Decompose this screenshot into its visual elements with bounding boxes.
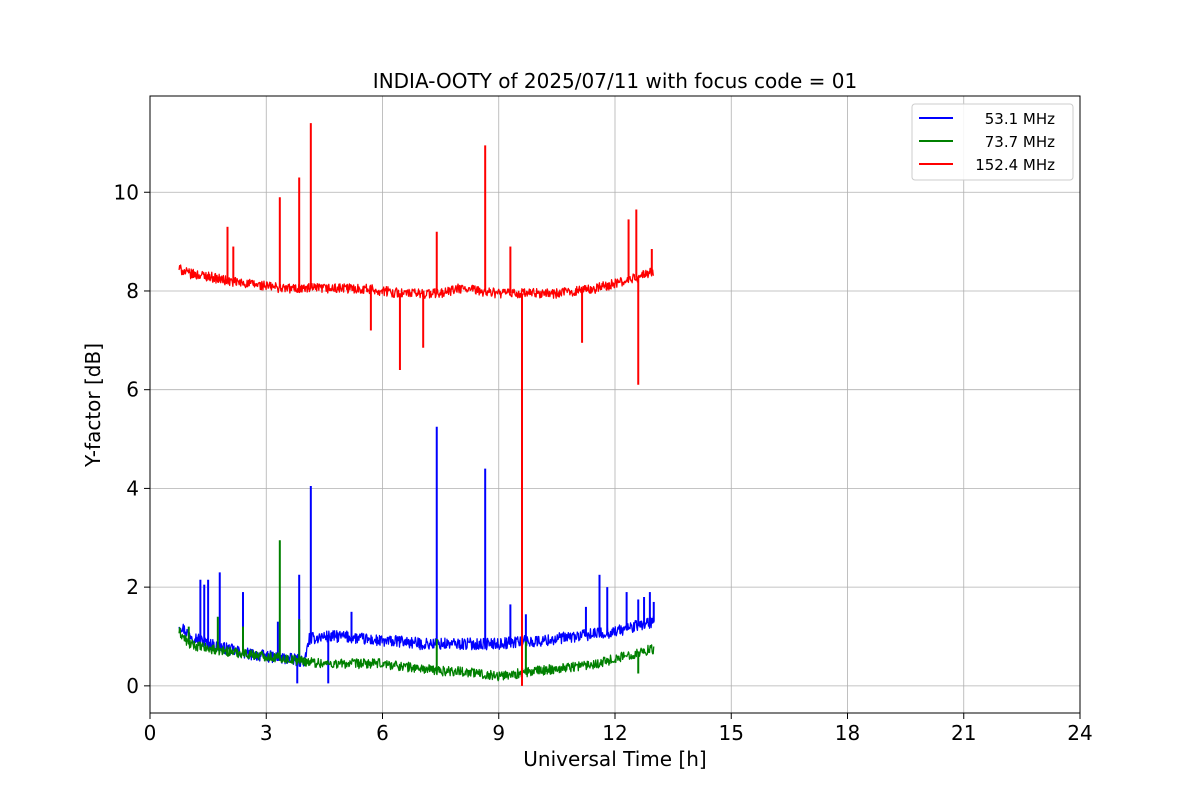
series-2	[178, 123, 655, 686]
x-axis-label: Universal Time [h]	[523, 747, 706, 771]
x-tick-label: 15	[719, 721, 744, 745]
x-tick-label: 12	[602, 721, 627, 745]
y-tick-label: 4	[126, 476, 139, 500]
chart-title: INDIA-OOTY of 2025/07/11 with focus code…	[373, 69, 857, 93]
legend-box	[911, 103, 1074, 181]
x-tick-label: 9	[492, 721, 505, 745]
legend-label: 152.4 MHz	[975, 156, 1055, 174]
legend: 53.1 MHz 73.7 MHz 152.4 MHz	[911, 103, 1074, 181]
y-tick-label: 0	[126, 674, 139, 698]
y-tick-label: 8	[126, 279, 139, 303]
y-axis-label: Y-factor [dB]	[81, 343, 105, 468]
series-group	[178, 123, 655, 686]
y-tick-label: 2	[126, 575, 139, 599]
legend-label: 73.7 MHz	[985, 133, 1055, 151]
legend-label: 53.1 MHz	[985, 110, 1055, 128]
x-tick-label: 24	[1067, 721, 1092, 745]
y-tick-label: 6	[126, 378, 139, 402]
y-axis: 0 2 4 6 8 10	[114, 180, 150, 698]
x-tick-label: 0	[144, 721, 157, 745]
series-line	[178, 627, 655, 682]
y-tick-label: 10	[114, 180, 139, 204]
series-line	[178, 264, 655, 299]
x-axis: 0 3 6 9 12 15 18 21 24	[144, 713, 1093, 745]
x-tick-label: 6	[376, 721, 389, 745]
x-tick-label: 18	[835, 721, 860, 745]
x-tick-label: 3	[260, 721, 273, 745]
x-tick-label: 21	[951, 721, 976, 745]
series-1	[178, 540, 655, 682]
